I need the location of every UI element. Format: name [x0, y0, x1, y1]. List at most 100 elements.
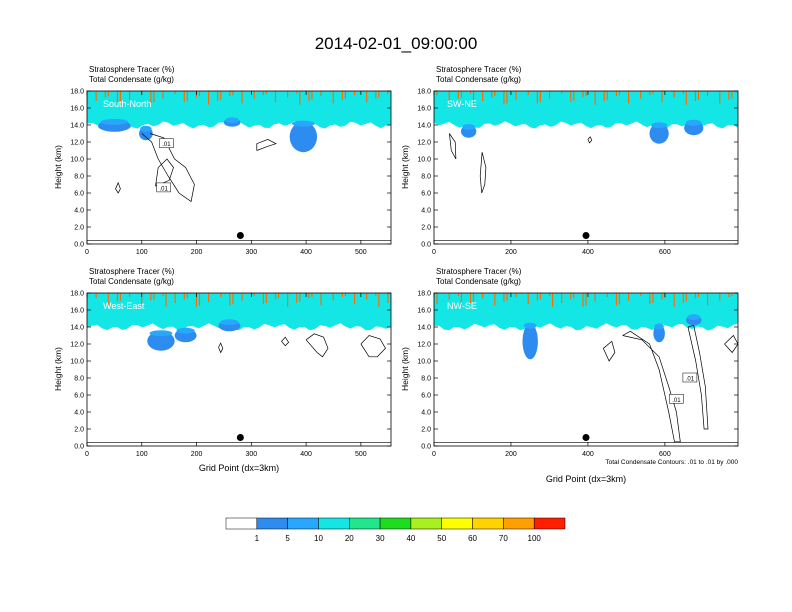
y-tick-label: 6.0 [421, 191, 431, 198]
tracer-intrusion-edge [687, 314, 701, 321]
y-tick-label: 12.0 [70, 342, 84, 349]
y-tick-label: 6.0 [74, 191, 84, 198]
colorbar-label: 50 [437, 534, 446, 543]
tracer-intrusion-edge [462, 124, 476, 130]
colorbar-swatch [441, 517, 473, 530]
y-tick-label: 14.0 [70, 325, 84, 332]
condensate-contour [602, 340, 616, 362]
colorbar-label: 1 [255, 534, 260, 543]
y-tick-label: 4.0 [421, 410, 431, 417]
x-tick-label: 0 [85, 249, 89, 256]
colorbar-label: 20 [345, 534, 354, 543]
location-marker [582, 232, 590, 239]
tracer-intrusion-edge [100, 118, 129, 125]
x-tick-label: 400 [582, 451, 594, 458]
figure-title: 2014-02-01_09:00:00 [315, 34, 478, 53]
panel-ylabel: Height (km) [400, 347, 410, 391]
condensate-contour [449, 133, 457, 160]
contour-label: .01 [686, 377, 695, 383]
y-tick-label: 4.0 [421, 208, 431, 215]
colorbar: 1 5 10 20 30 40 50 60 70 100 [225, 517, 566, 543]
x-tick-label: 400 [300, 249, 312, 256]
tracer-intrusion-edge [654, 323, 664, 330]
location-marker [236, 434, 244, 441]
x-tick-label: 200 [505, 451, 517, 458]
y-tick-label: 8.0 [74, 174, 84, 181]
panel-header-tracer: Stratosphere Tracer (%) [436, 65, 522, 74]
x-tick-label: 200 [505, 249, 517, 256]
y-tick-label: 2.0 [421, 427, 431, 434]
condensate-contour [218, 342, 224, 354]
y-tick-label: 14.0 [70, 123, 84, 130]
condensate-contour [305, 333, 329, 358]
tracer-intrusion-edge [149, 330, 173, 337]
panel-header-condensate: Total Condensate (g/kg) [89, 75, 174, 84]
panel-west-east: 0.0 2.0 4.0 6.0 8.0 10.0 12.0 14.0 16.0 18.0 0 100 2… [53, 267, 392, 473]
tracer-field: .01 .01 [434, 293, 738, 443]
tracer-intrusion-edge [140, 125, 152, 132]
condensate-contour [360, 335, 386, 358]
colorbar-swatch [379, 517, 412, 530]
y-tick-label: 8.0 [421, 174, 431, 181]
tracer-intrusion [653, 324, 665, 343]
condensate-contour [256, 139, 277, 151]
colorbar-swatch [472, 517, 504, 530]
x-tick-label: 600 [659, 451, 671, 458]
y-tick-label: 18.0 [417, 89, 431, 96]
plot-frame [86, 90, 392, 245]
tracer-intrusion-edge [651, 122, 668, 129]
y-tick-label: 14.0 [417, 325, 431, 332]
tracer-field [87, 293, 391, 443]
colorbar-label: 70 [499, 534, 508, 543]
condensate-contour [141, 133, 195, 203]
condensate-contour [622, 330, 681, 443]
x-tick-label: 300 [245, 249, 257, 256]
tracer-band-3 [87, 91, 391, 129]
tracer-intrusion-edge [685, 119, 702, 126]
y-tick-label: 12.0 [70, 140, 84, 147]
y-tick-label: 4.0 [74, 208, 84, 215]
y-tick-label: 12.0 [417, 342, 431, 349]
tracer-intrusion-edge [291, 120, 315, 127]
x-tick-label: 300 [245, 451, 257, 458]
tracer-field: .01 .01 [87, 91, 391, 241]
colorbar-swatch [349, 517, 381, 530]
colorbar-label: 40 [406, 534, 415, 543]
y-tick-label: 10.0 [70, 157, 84, 164]
colorbar-swatch [318, 517, 350, 530]
y-tick-label: 0.0 [74, 444, 84, 451]
y-tick-label: 10.0 [70, 359, 84, 366]
x-tick-label: 400 [300, 451, 312, 458]
tracer-band-3 [434, 293, 738, 331]
location-marker [236, 232, 244, 239]
x-tick-label: 500 [355, 451, 367, 458]
y-tick-label: 10.0 [417, 157, 431, 164]
y-tick-label: 16.0 [70, 106, 84, 113]
x-tick-label: 600 [659, 249, 671, 256]
panel-xlabel: Grid Point (dx=3km) [199, 463, 279, 473]
colorbar-swatch [533, 517, 566, 530]
tracer-intrusion [147, 331, 175, 351]
panel-sw-ne: 0.0 2.0 4.0 6.0 8.0 10.0 12.0 14.0 16.0 18.0 0 200 4… [400, 65, 739, 256]
panel-header-tracer: Stratosphere Tracer (%) [436, 267, 522, 276]
panel-ylabel: Height (km) [400, 145, 410, 189]
y-tick-label: 8.0 [421, 376, 431, 383]
x-tick-label: 100 [136, 451, 148, 458]
y-tick-label: 18.0 [70, 89, 84, 96]
y-tick-label: 0.0 [421, 444, 431, 451]
condensate-contour [281, 336, 290, 347]
tracer-intrusion-edge [225, 117, 239, 124]
tracer-intrusion-edge [176, 327, 195, 334]
y-tick-label: 12.0 [417, 140, 431, 147]
x-tick-label: 100 [136, 249, 148, 256]
panel-header-condensate: Total Condensate (g/kg) [89, 277, 174, 286]
x-tick-label: 500 [355, 249, 367, 256]
tracer-field [434, 91, 738, 241]
contour-label-box [159, 138, 174, 148]
contour-note: Total Condensate Contours: .01 to .01 by… [605, 459, 738, 466]
y-tick-label: 18.0 [70, 291, 84, 298]
y-tick-label: 6.0 [421, 393, 431, 400]
contour-label: .01 [162, 142, 171, 148]
contour-label: .01 [672, 398, 681, 404]
section-label: South-North [103, 99, 152, 109]
